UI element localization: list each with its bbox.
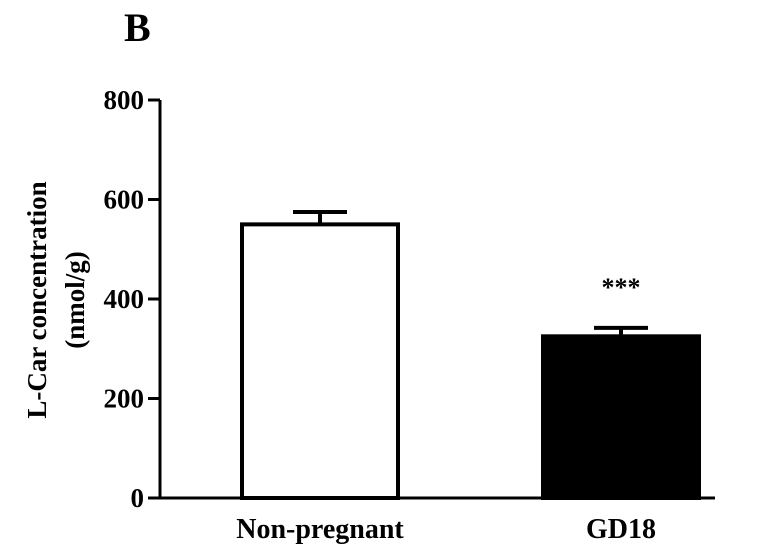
y-tick-label: 600	[104, 185, 145, 215]
y-tick-label: 0	[131, 483, 145, 513]
bar	[240, 222, 400, 500]
y-axis-title-line1: L-Car concentration	[22, 181, 52, 418]
chart-bars	[240, 209, 701, 500]
panel-label: B	[124, 5, 151, 50]
y-tick-label: 800	[104, 85, 145, 115]
y-tick-label: 400	[104, 284, 145, 314]
bar	[541, 334, 701, 500]
x-tick-label: Non-pregnant	[236, 514, 404, 545]
y-axis-title-line2: (nmol/g)	[60, 251, 90, 349]
chart-labels: 0 200 400 600 800 L-Car concentration (nmol/g)…	[22, 85, 656, 545]
x-tick-label: GD18	[586, 514, 656, 545]
y-tick-label: 200	[104, 384, 145, 414]
significance-label: ***	[602, 273, 641, 302]
